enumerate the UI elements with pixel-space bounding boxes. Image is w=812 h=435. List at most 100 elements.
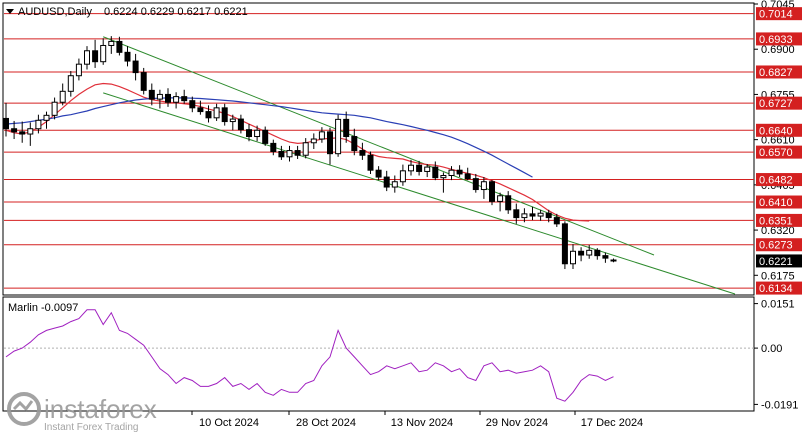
candle-body-up	[537, 212, 544, 217]
candle	[108, 36, 115, 54]
channel-lower-line	[103, 92, 736, 295]
candle	[359, 142, 366, 160]
level-label: 0.6410	[756, 195, 802, 209]
candle-body-down	[132, 60, 139, 74]
candle	[553, 213, 560, 227]
candle-body-up	[586, 249, 593, 256]
candle-body-down	[464, 173, 471, 180]
candle-body-up	[391, 181, 398, 188]
candle-body-up	[156, 93, 163, 100]
candle-body-down	[165, 93, 171, 103]
level-label-text: 0.6640	[759, 125, 793, 137]
level-label: 0.6570	[756, 145, 802, 159]
candle	[11, 120, 18, 140]
candle-body-down	[92, 50, 99, 63]
candle	[173, 92, 180, 109]
candle	[35, 114, 42, 134]
candle	[561, 221, 568, 270]
candle-body-up	[521, 213, 528, 219]
candle-body-down	[545, 212, 552, 219]
candle-body-up	[310, 138, 317, 144]
level-label: 0.6351	[756, 213, 802, 227]
candle	[513, 203, 520, 224]
candle-body-up	[35, 119, 42, 130]
candle	[254, 125, 261, 142]
level-label: 0.6640	[756, 123, 802, 137]
level-labels: 0.7014 0.6933 0.6827 0.6727 0.6640 0.6570 0.64…	[756, 7, 802, 295]
candle	[343, 111, 350, 143]
candle-body-down	[513, 209, 520, 219]
candle	[318, 127, 325, 143]
candle	[124, 46, 131, 67]
candle	[594, 248, 601, 260]
indicator-tick-label: 0.0151	[761, 299, 795, 311]
candle	[43, 111, 50, 129]
marlin-indicator	[4, 309, 754, 402]
candle	[67, 71, 74, 97]
candle-body-down	[181, 96, 188, 102]
candle	[391, 175, 398, 193]
candle-body-down	[327, 131, 333, 155]
level-label: 0.6933	[756, 32, 802, 46]
candle	[51, 97, 58, 120]
candle	[505, 191, 512, 214]
candle-body-up	[254, 129, 261, 138]
candle-body-up	[229, 118, 236, 123]
channel-upper-line	[103, 36, 655, 256]
candle	[456, 165, 463, 178]
candle	[545, 209, 552, 223]
candle	[181, 89, 188, 104]
candle	[59, 83, 66, 106]
candle	[472, 173, 479, 193]
candle	[448, 166, 455, 181]
candle	[237, 114, 244, 134]
candle	[399, 164, 406, 186]
candle-body-down	[432, 166, 439, 179]
candle	[432, 161, 439, 181]
indicator-tick-label: -0.0191	[761, 399, 798, 411]
candle-body-up	[84, 50, 90, 65]
candle-body-down	[11, 128, 18, 133]
time-tick-label: 28 Oct 2024	[296, 417, 356, 429]
indicator-panel-frame	[2, 296, 755, 412]
candle-body-down	[594, 249, 601, 257]
price-tick-label: 0.6175	[761, 270, 795, 282]
time-tick-label: 17 Dec 2024	[581, 417, 643, 429]
candle	[270, 139, 277, 156]
candle	[570, 244, 576, 270]
candle-body-down	[367, 154, 374, 171]
candlesticks	[3, 36, 617, 270]
slow-ma-line	[5, 97, 533, 178]
level-label-text: 0.6570	[759, 147, 793, 159]
current-price-marker: 0.6221	[756, 254, 802, 268]
candle-body-up	[408, 164, 414, 172]
level-label-text: 0.6933	[759, 34, 793, 46]
level-label: 0.7014	[756, 7, 802, 21]
level-label: 0.6482	[756, 173, 802, 187]
level-label: 0.6827	[756, 65, 802, 79]
level-label-text: 0.6727	[759, 98, 793, 110]
candle-body-down	[359, 150, 366, 156]
candle	[602, 252, 609, 263]
candle-body-down	[472, 178, 479, 191]
candle-body-down	[140, 72, 147, 91]
candle	[84, 46, 90, 70]
candle	[351, 128, 358, 156]
level-label-text: 0.6827	[759, 67, 793, 79]
candle-body-down	[578, 250, 585, 256]
candle-body-up	[75, 63, 82, 77]
collapse-triangle-icon[interactable]	[6, 9, 14, 14]
channel-lines	[103, 36, 736, 295]
candle	[205, 105, 212, 123]
candle	[440, 172, 447, 193]
candle-body-down	[237, 118, 244, 131]
candle-body-up	[173, 96, 180, 103]
instaforex-logo: instaforex Instant Forex Trading	[7, 392, 157, 433]
candle	[480, 177, 487, 199]
candle-body-up	[440, 175, 447, 179]
candle	[100, 38, 107, 65]
candle	[286, 145, 293, 162]
candle-body-up	[497, 195, 504, 202]
candle-body-up	[213, 107, 220, 119]
